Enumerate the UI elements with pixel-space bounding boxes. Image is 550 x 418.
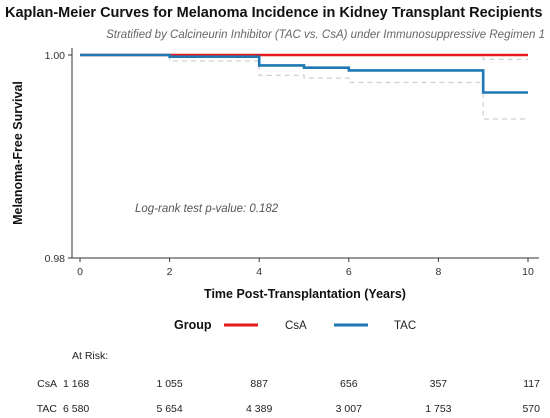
y-tick-label: 1.00 xyxy=(45,50,66,62)
annotation-pvalue: Log-rank test p-value: 0.182 xyxy=(135,203,279,215)
risk-count-csa: 656 xyxy=(340,378,358,390)
legend: Group CsA TAC xyxy=(174,318,416,332)
risk-count-tac: 4 389 xyxy=(246,403,272,415)
chart-subtitle: Stratified by Calcineurin Inhibitor (TAC… xyxy=(106,29,545,41)
risk-count-csa: 887 xyxy=(250,378,268,390)
chart-title: Kaplan-Meier Curves for Melanoma Inciden… xyxy=(5,5,542,21)
risk-count-csa: 117 xyxy=(523,378,540,390)
risk-count-tac: 6 580 xyxy=(63,403,89,415)
x-tick-label: 2 xyxy=(167,266,173,278)
y-tick-label: 0.98 xyxy=(45,253,66,265)
risk-table-title: At Risk: xyxy=(72,350,108,362)
risk-count-tac: 5 654 xyxy=(156,403,182,415)
risk-row-label: TAC xyxy=(37,403,58,415)
y-axis-title: Melanoma-Free Survival xyxy=(11,81,25,225)
risk-count-csa: 1 168 xyxy=(63,378,89,390)
series-line-tac xyxy=(80,53,528,94)
y-ticks: 0.98 1.00 xyxy=(45,50,72,265)
legend-label-csa: CsA xyxy=(285,320,307,332)
risk-table: At Risk: CsA 1 168 1 055 887 656 357 117 TAC 6 5… xyxy=(37,350,540,415)
risk-count-tac: 1 753 xyxy=(425,403,451,415)
risk-count-tac: 570 xyxy=(522,403,540,415)
plot-area: 0 2 4 6 8 10 0.98 1.00 xyxy=(45,48,539,278)
x-tick-label: 0 xyxy=(77,266,83,278)
x-ticks: 0 2 4 6 8 10 xyxy=(77,258,534,278)
risk-count-csa: 357 xyxy=(430,378,448,390)
risk-count-tac: 3 007 xyxy=(336,403,362,415)
x-tick-label: 4 xyxy=(256,266,262,278)
x-tick-label: 10 xyxy=(522,266,534,278)
x-tick-label: 8 xyxy=(435,266,441,278)
survival-curves xyxy=(80,53,528,94)
risk-row-label: CsA xyxy=(37,378,57,390)
risk-count-csa: 1 055 xyxy=(156,378,182,390)
x-tick-label: 6 xyxy=(346,266,352,278)
x-axis-title: Time Post-Transplantation (Years) xyxy=(204,287,406,301)
legend-title: Group xyxy=(174,318,212,332)
legend-label-tac: TAC xyxy=(394,320,416,332)
